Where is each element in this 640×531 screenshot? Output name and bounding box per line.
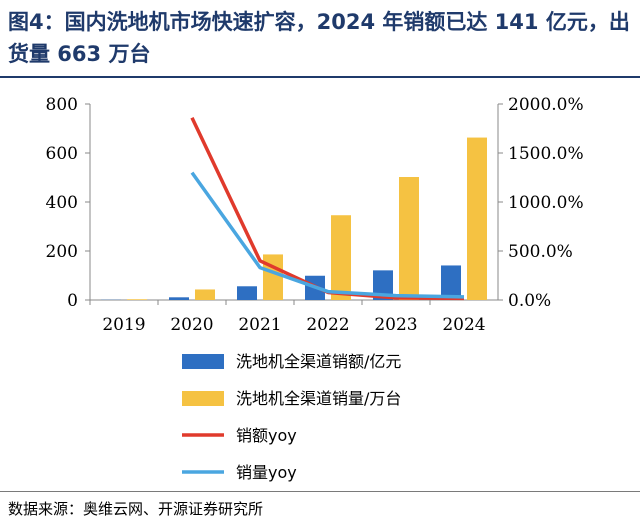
x-tick-label: 2019 xyxy=(102,315,145,335)
legend-label: 洗地机全渠道销额/亿元 xyxy=(236,352,401,371)
bar-sales-volume xyxy=(467,137,487,300)
legend-label: 销量yoy xyxy=(236,463,297,482)
y-right-tick-label: 500.0% xyxy=(508,242,573,262)
x-tick-label: 2024 xyxy=(442,315,485,335)
y-left-tick-label: 800 xyxy=(46,95,78,115)
legend-swatch xyxy=(182,354,224,369)
bar-sales-volume xyxy=(399,177,419,300)
line-sales-value-yoy xyxy=(190,116,465,301)
x-tick-label: 2020 xyxy=(170,315,213,335)
bar-sales-volume xyxy=(195,289,215,300)
legend-swatch xyxy=(182,391,224,406)
y-left-tick-label: 400 xyxy=(46,193,78,213)
y-left-tick-label: 600 xyxy=(46,144,78,164)
title-divider xyxy=(0,76,640,78)
x-tick-label: 2022 xyxy=(306,315,349,335)
source-note: 数据来源：奥维云网、开源证券研究所 xyxy=(8,500,264,518)
y-right-tick-label: 1500.0% xyxy=(508,144,584,164)
chart: 0 200 400 600 800 0.0% 500.0% 1000.0% 1500.0% 200… xyxy=(46,95,584,482)
chart-title: 图4：国内洗地机市场快速扩容，2024 年销额已达 141 亿元，出货量 663… xyxy=(8,10,630,66)
chart-lines xyxy=(190,116,465,301)
y-left-tick-label: 0 xyxy=(67,291,78,311)
y-right-tick-label: 0.0% xyxy=(508,291,551,311)
legend-label: 洗地机全渠道销量/万台 xyxy=(236,389,401,408)
y-left-tick-label: 200 xyxy=(46,242,78,262)
bar-sales-volume xyxy=(127,299,147,300)
y-right-tick-label: 2000.0% xyxy=(508,95,584,115)
chart-ticks: 0 200 400 600 800 0.0% 500.0% 1000.0% 1500.0% 200… xyxy=(46,95,584,335)
x-tick-label: 2021 xyxy=(238,315,281,335)
bar-sales-volume xyxy=(331,215,351,300)
bar-sales-value xyxy=(237,286,257,300)
x-tick-label: 2023 xyxy=(374,315,417,335)
chart-axes xyxy=(85,103,503,305)
bar-sales-volume xyxy=(263,254,283,300)
source-divider xyxy=(0,491,640,492)
chart-bars xyxy=(101,137,487,300)
bar-sales-value xyxy=(373,270,393,300)
bar-sales-value xyxy=(441,265,461,300)
legend-label: 销额yoy xyxy=(236,426,297,445)
y-right-tick-label: 1000.0% xyxy=(508,193,584,213)
line-sales-volume-yoy xyxy=(190,171,465,299)
bar-sales-value xyxy=(169,297,189,300)
